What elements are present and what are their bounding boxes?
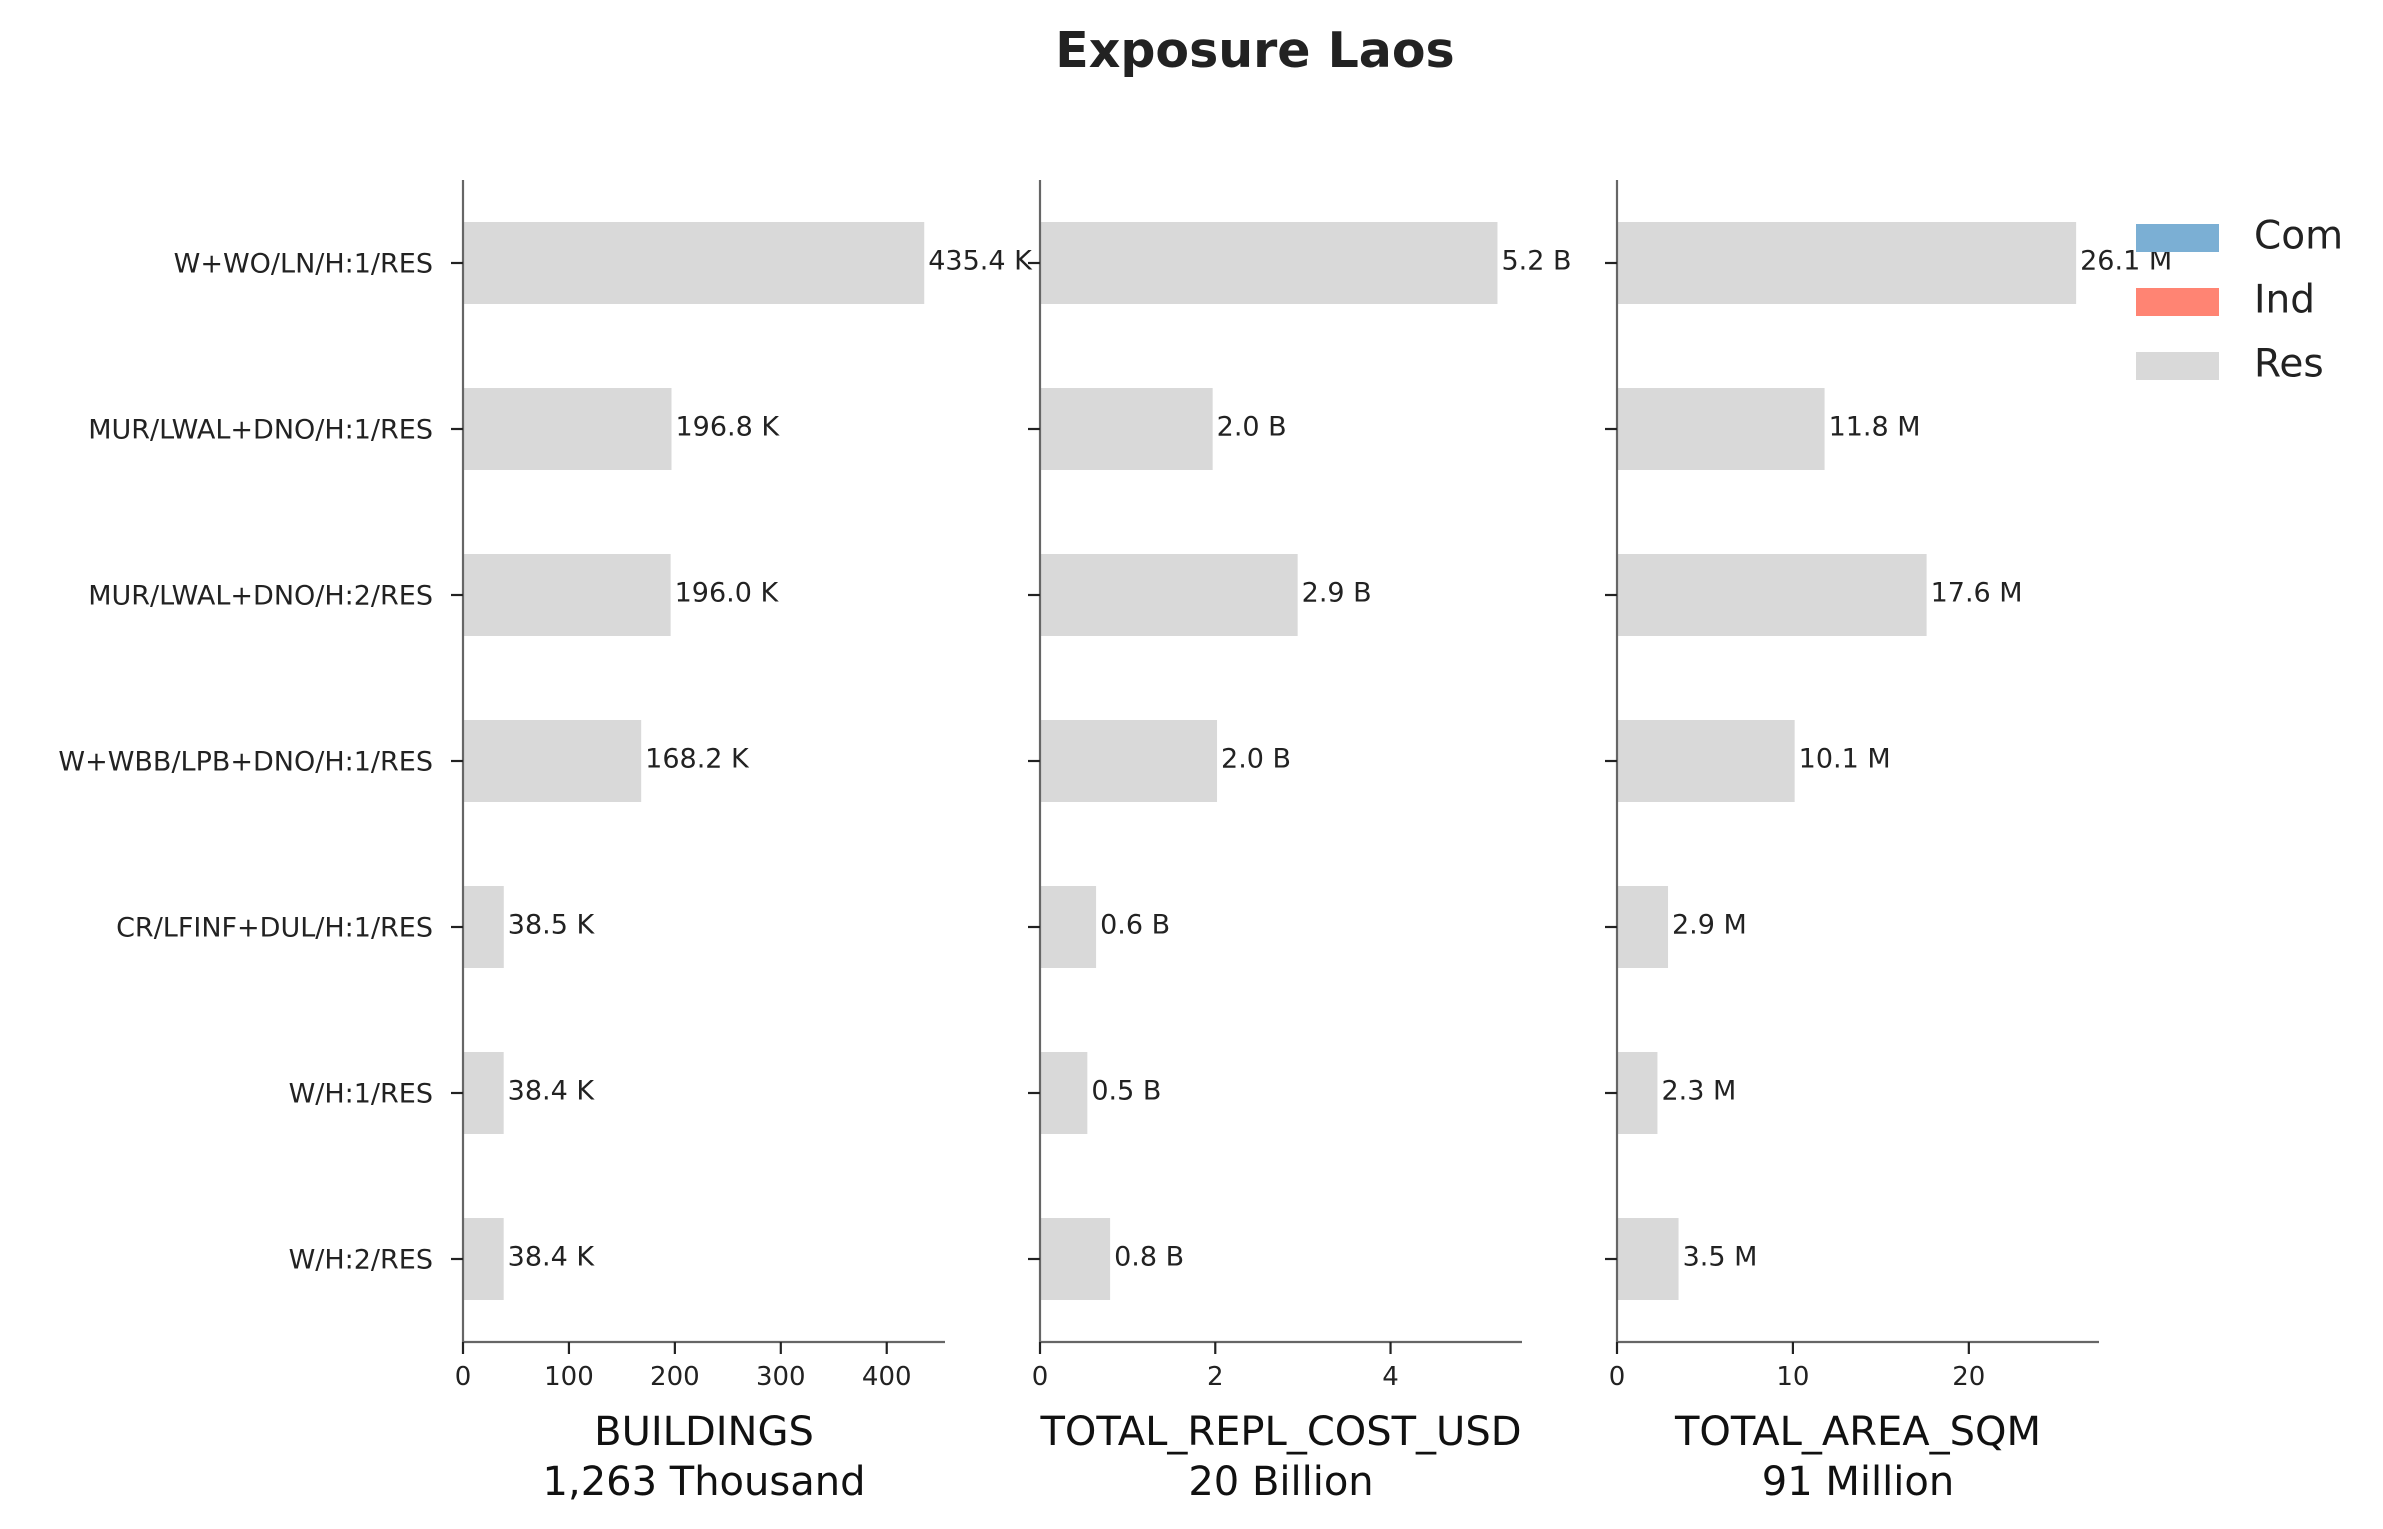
bar-2-4	[1040, 720, 1218, 802]
data-label-3-5: 2.9 M	[1672, 910, 1747, 941]
bar-3-2	[1617, 388, 1825, 470]
data-label-1-5: 38.5 K	[508, 910, 596, 941]
x-tick-label-1-2: 100	[544, 1362, 594, 1392]
bar-1-3	[463, 554, 671, 636]
x-axis-label-3: TOTAL_AREA_SQM	[1674, 1409, 2041, 1455]
data-label-1-6: 38.4 K	[508, 1076, 596, 1107]
bar-3-4	[1617, 720, 1795, 802]
legend-swatch-com	[2136, 224, 2219, 252]
bar-1-2	[463, 388, 672, 470]
legend-swatch-ind	[2136, 288, 2219, 316]
bar-3-5	[1617, 886, 1669, 968]
bar-3-3	[1617, 554, 1927, 636]
x-tick-label-3-2: 10	[1776, 1362, 1809, 1392]
data-label-2-7: 0.8 B	[1114, 1242, 1184, 1273]
category-label-7: W/H:2/RES	[289, 1245, 433, 1276]
bar-2-2	[1040, 388, 1213, 470]
bar-2-1	[1040, 222, 1498, 304]
x-axis-label-1: BUILDINGS	[594, 1409, 814, 1455]
legend-label-com: Com	[2254, 214, 2343, 259]
data-label-3-6: 2.3 M	[1661, 1076, 1736, 1107]
bar-1-1	[463, 222, 925, 304]
data-label-2-1: 5.2 B	[1501, 246, 1571, 277]
data-label-1-2: 196.8 K	[675, 412, 780, 443]
bar-2-5	[1040, 886, 1097, 968]
data-label-2-3: 2.9 B	[1302, 578, 1372, 609]
data-label-3-3: 17.6 M	[1931, 578, 2023, 609]
bar-1-7	[463, 1218, 504, 1300]
x-tick-label-1-1: 0	[455, 1362, 472, 1392]
bar-1-6	[463, 1052, 504, 1134]
x-tick-label-1-3: 200	[650, 1362, 700, 1392]
x-tick-label-2-3: 4	[1382, 1362, 1399, 1392]
category-label-5: CR/LFINF+DUL/H:1/RES	[116, 913, 433, 944]
x-tick-label-3-1: 0	[1609, 1362, 1626, 1392]
category-label-6: W/H:1/RES	[289, 1079, 433, 1110]
legend-label-res: Res	[2254, 342, 2324, 387]
bar-2-3	[1040, 554, 1298, 636]
data-label-2-5: 0.6 B	[1100, 910, 1170, 941]
x-tick-label-2-1: 0	[1032, 1362, 1049, 1392]
bar-3-1	[1617, 222, 2077, 304]
category-label-1: W+WO/LN/H:1/RES	[174, 249, 433, 280]
panel-subtitle-2: 20 Billion	[1188, 1459, 1373, 1505]
category-label-4: W+WBB/LPB+DNO/H:1/RES	[58, 747, 433, 778]
data-label-2-4: 2.0 B	[1221, 744, 1291, 775]
data-label-1-7: 38.4 K	[508, 1242, 596, 1273]
bar-1-4	[463, 720, 642, 802]
legend-label-ind: Ind	[2254, 278, 2315, 323]
data-label-3-7: 3.5 M	[1683, 1242, 1758, 1273]
panel-subtitle-3: 91 Million	[1762, 1459, 1954, 1505]
bar-3-6	[1617, 1052, 1658, 1134]
bar-2-6	[1040, 1052, 1088, 1134]
x-tick-label-3-3: 20	[1952, 1362, 1985, 1392]
bar-3-7	[1617, 1218, 1679, 1300]
data-label-3-2: 11.8 M	[1829, 412, 1921, 443]
data-label-2-2: 2.0 B	[1217, 412, 1287, 443]
x-tick-label-1-5: 400	[862, 1362, 912, 1392]
data-label-1-3: 196.0 K	[675, 578, 780, 609]
x-axis-label-2: TOTAL_REPL_COST_USD	[1039, 1409, 1521, 1455]
legend-swatch-res	[2136, 352, 2219, 380]
panel-subtitle-1: 1,263 Thousand	[543, 1459, 866, 1505]
bar-2-7	[1040, 1218, 1111, 1300]
data-label-1-4: 168.2 K	[645, 744, 750, 775]
data-label-3-4: 10.1 M	[1799, 744, 1891, 775]
x-tick-label-2-2: 2	[1207, 1362, 1224, 1392]
data-label-1-1: 435.4 K	[928, 246, 1033, 277]
x-tick-label-1-4: 300	[756, 1362, 806, 1392]
category-label-2: MUR/LWAL+DNO/H:1/RES	[88, 415, 433, 446]
data-label-2-6: 0.5 B	[1091, 1076, 1161, 1107]
category-label-3: MUR/LWAL+DNO/H:2/RES	[88, 581, 433, 612]
bar-1-5	[463, 886, 504, 968]
chart-title: Exposure Laos	[1055, 22, 1455, 79]
